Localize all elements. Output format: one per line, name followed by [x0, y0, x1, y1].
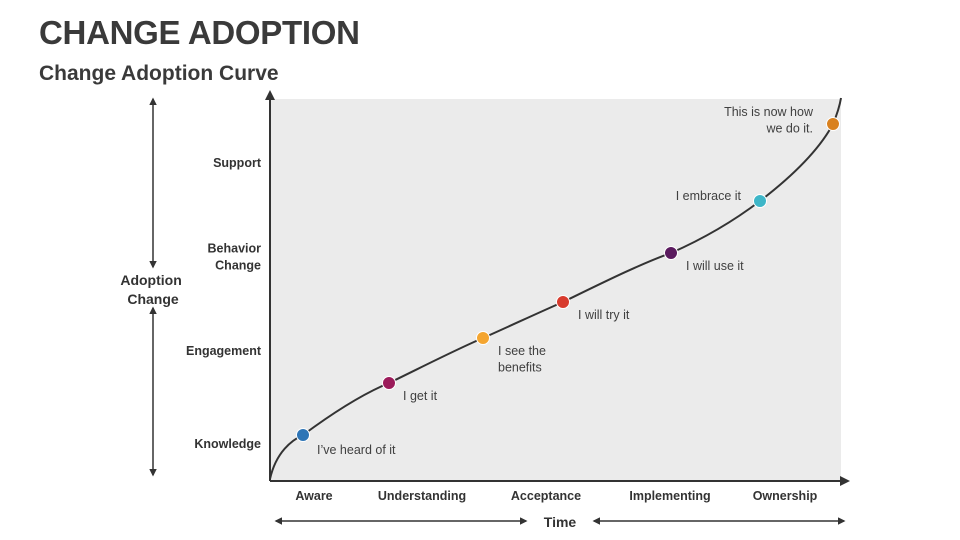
curve-point-marker: [296, 428, 310, 442]
curve-point-label: I will try it: [578, 308, 630, 322]
curve-point-label: I see the benefits: [498, 344, 546, 375]
curve-point-marker: [826, 117, 840, 131]
x-stage-label: Ownership: [753, 489, 818, 503]
curve-point-marker: [382, 376, 396, 390]
x-stage-label: Acceptance: [511, 489, 581, 503]
curve-point-marker: [664, 246, 678, 260]
x-stage-label: Implementing: [629, 489, 710, 503]
x-axis-title: Time: [544, 514, 577, 530]
curve-point-label: I’ve heard of it: [317, 443, 396, 457]
curve-point-label: This is now how we do it.: [724, 105, 814, 136]
slide-subtitle: Change Adoption Curve: [39, 62, 279, 85]
slide-title: CHANGE ADOPTION: [39, 14, 360, 51]
x-stage-label: Aware: [295, 489, 332, 503]
y-level-labels: Support Behavior Change Engagement Knowledge: [186, 156, 262, 451]
curve-point-marker: [476, 331, 490, 345]
curve-point-label: I embrace it: [676, 189, 742, 203]
curve-point-marker: [556, 295, 570, 309]
x-stage-labels: Aware Understanding Acceptance Implementing…: [295, 489, 817, 503]
curve-point-marker: [753, 194, 767, 208]
curve-points: I’ve heard of it I get it I see the benefit…: [296, 105, 840, 457]
y-level-label: Support: [213, 156, 262, 170]
plot-area: [271, 99, 841, 481]
curve-point-label: I will use it: [686, 259, 744, 273]
y-level-label: Knowledge: [194, 437, 261, 451]
y-level-label: Engagement: [186, 344, 262, 358]
curve-point-label: I get it: [403, 389, 438, 403]
x-stage-label: Understanding: [378, 489, 466, 503]
y-level-label: Behavior Change: [208, 242, 262, 273]
y-axis-title: Adoption Change: [120, 272, 185, 307]
